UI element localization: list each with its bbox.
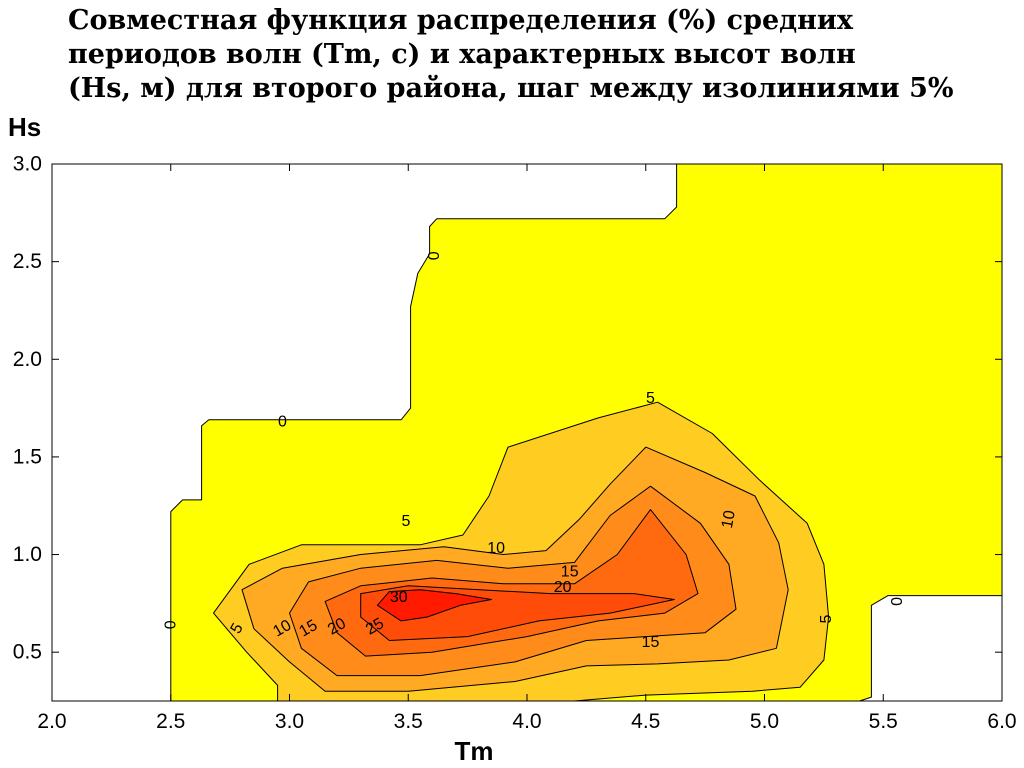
x-tick-label-2: 3.0 xyxy=(275,710,304,733)
contour-label-25-0: 25 xyxy=(363,615,387,639)
contour-fills xyxy=(170,163,1003,702)
y-tick-label-4: 2.5 xyxy=(13,250,42,273)
chart-title-line-3: (Hs, м) для второго района, шаг между из… xyxy=(68,73,954,104)
x-tick-label-6: 5.0 xyxy=(750,710,779,733)
contour-label-20-1: 20 xyxy=(325,615,349,639)
contour-label-10-0: 10 xyxy=(487,540,505,557)
contour-label-10-1: 10 xyxy=(270,617,294,641)
y-tick-label-2: 1.5 xyxy=(13,445,42,468)
chart-title: Совместная функция распределения (%) сре… xyxy=(68,4,1008,106)
y-tick-label-1: 1.0 xyxy=(13,543,42,566)
contour-label-5-0: 5 xyxy=(646,390,655,407)
contour-label-15-2: 15 xyxy=(642,634,660,651)
contour-label-0-3: 0 xyxy=(889,597,906,606)
chart-title-line-1: Совместная функция распределения (%) сре… xyxy=(68,5,854,36)
x-tick-label-1: 2.5 xyxy=(156,710,185,733)
axis-ticks: 2.0 2.5 3.0 3.5 4.0 4.5 5.0 5.5 6.0 0.5 1.0 1.5 2.0 2… xyxy=(13,153,1017,734)
contour-label-0-1: 0 xyxy=(426,251,443,260)
contour-label-30-0: 30 xyxy=(390,589,408,606)
contour-label-20-0: 20 xyxy=(554,579,572,596)
contour-label-0-2: 0 xyxy=(162,620,179,629)
y-tick-label-3: 2.0 xyxy=(13,348,42,371)
x-tick-label-7: 5.5 xyxy=(869,710,898,733)
contour-label-5-1: 5 xyxy=(401,513,410,530)
contour-label-15-0: 15 xyxy=(561,564,579,581)
y-tick-label-0: 0.5 xyxy=(13,641,42,664)
x-tick-label-4: 4.0 xyxy=(512,710,541,733)
x-axis-label: Tm xyxy=(455,736,494,766)
x-tick-label-0: 2.0 xyxy=(37,710,66,733)
contour-band-30 xyxy=(376,589,492,622)
x-tick-label-3: 3.5 xyxy=(394,710,423,733)
chart-title-line-2: периодов волн (Tm, с) и характерных высо… xyxy=(68,39,856,70)
contour-label-15-1: 15 xyxy=(297,617,321,641)
x-tick-label-5: 4.5 xyxy=(631,710,660,733)
y-axis-label: Hs xyxy=(8,112,41,142)
contour-label-5-3: 5 xyxy=(818,614,835,623)
contour-label-10-2: 10 xyxy=(719,509,739,530)
y-tick-label-5: 3.0 xyxy=(13,153,42,176)
contour-label-0-0: 0 xyxy=(278,413,287,430)
x-tick-label-8: 6.0 xyxy=(987,710,1016,733)
